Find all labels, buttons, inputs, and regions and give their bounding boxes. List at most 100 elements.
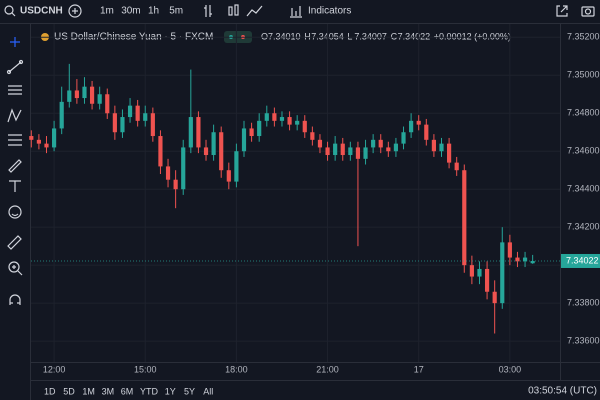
x-tick-label: 17 (414, 364, 424, 374)
candle-body (264, 113, 269, 121)
x-tick-label: 12:00 (43, 364, 66, 374)
candle-body (82, 86, 87, 99)
candle-body (196, 117, 201, 148)
candle-body (112, 113, 117, 133)
x-tick-label: 18:00 (225, 364, 248, 374)
candle-body (409, 120, 414, 133)
y-tick-label: 7.33600 (567, 335, 600, 345)
candle-body (439, 143, 444, 152)
candle-body (173, 179, 178, 190)
legend-change: +0.00012 (+0.00%) (434, 31, 511, 41)
legend-key: H (304, 31, 311, 41)
candle-body (74, 90, 79, 99)
clock: 03:50:54 (UTC) (528, 386, 597, 397)
candle-body (492, 291, 497, 304)
candle-body (530, 260, 535, 264)
candle-body (127, 105, 133, 118)
y-tick-label: 7.34200 (567, 222, 600, 232)
candle-body (29, 136, 34, 140)
candle-body (59, 101, 64, 129)
legend-key: O (261, 31, 268, 41)
candle-body (302, 120, 307, 133)
candle-body (507, 242, 512, 258)
candle-body (333, 143, 338, 156)
candle-body (431, 139, 436, 152)
range-button[interactable]: 5Y (184, 386, 195, 396)
candle-body (378, 139, 383, 148)
candle-body (401, 132, 406, 144)
candle-body (234, 151, 239, 182)
y-tick-label: 7.34400 (567, 184, 600, 194)
candle-body (393, 143, 399, 152)
candle-body (348, 147, 353, 156)
candle-body (97, 94, 102, 104)
candle-body (67, 90, 72, 102)
candle-body (484, 268, 490, 292)
toolbar-right-icons[interactable] (556, 5, 595, 17)
candle-body (287, 117, 292, 125)
drawing-tools[interactable] (6, 37, 24, 305)
candle-body (295, 120, 300, 125)
candle-body (105, 94, 110, 114)
y-tick-label: 7.34800 (567, 108, 600, 118)
interval-button[interactable]: 5m (169, 6, 183, 17)
x-tick-label: 21:00 (316, 364, 339, 374)
candle-body (120, 117, 125, 133)
search-icon[interactable] (4, 5, 16, 17)
candle-body (150, 113, 155, 137)
legend-value: 7.34022 (398, 31, 431, 41)
compare-button[interactable] (68, 4, 82, 18)
candle-body (36, 139, 41, 144)
candle-body (454, 162, 459, 171)
range-button[interactable]: 1Y (165, 386, 176, 396)
candle-body (135, 105, 140, 121)
candle-body (317, 139, 323, 148)
candle-body (477, 268, 482, 277)
candle-body (310, 132, 315, 140)
candle-body (89, 86, 95, 104)
y-tick-label: 7.34600 (567, 146, 600, 156)
legend-key: L (347, 31, 352, 41)
y-tick-label: 7.35200 (567, 32, 600, 42)
candle-body (325, 147, 330, 156)
interval-button[interactable]: 1m (100, 6, 114, 17)
candle-body (226, 170, 231, 182)
range-button[interactable]: 1D (44, 386, 56, 396)
range-button[interactable]: YTD (140, 386, 159, 396)
candle-body (386, 147, 391, 152)
y-tick-label: 7.33800 (567, 298, 600, 308)
candle-body (363, 147, 368, 159)
x-tick-label: 15:00 (134, 364, 157, 374)
candle-body (165, 166, 171, 180)
indicators-button[interactable]: Indicators (308, 6, 351, 17)
candle-body (44, 143, 49, 148)
candle-body (355, 147, 361, 159)
interval-button[interactable]: 30m (121, 6, 140, 17)
candle-body (158, 136, 163, 167)
range-button[interactable]: All (203, 386, 213, 396)
candle-body (500, 242, 505, 304)
symbol[interactable]: USDCNH (20, 6, 63, 17)
candle-body (211, 132, 216, 156)
last-price-label: 7.34022 (566, 255, 599, 265)
candle-body (249, 128, 254, 137)
chart-type-icons[interactable] (204, 4, 302, 18)
candle-body (52, 128, 57, 148)
range-button[interactable]: 5D (63, 386, 75, 396)
candle-body (424, 124, 429, 140)
range-button[interactable]: 6M (121, 386, 134, 396)
candle-body (279, 117, 285, 121)
legend-value: 7.34010 (268, 31, 301, 41)
candle-body (188, 117, 193, 148)
candle-body (462, 170, 467, 266)
interval-button[interactable]: 1h (148, 6, 159, 17)
range-button[interactable]: 3M (102, 386, 115, 396)
candle-body (522, 257, 528, 262)
candle-body (515, 257, 520, 262)
legend-value: 7.34007 (354, 31, 387, 41)
candle-body (447, 143, 452, 163)
range-button[interactable]: 1M (82, 386, 95, 396)
candle-body (257, 120, 262, 137)
candle-body (272, 113, 277, 121)
